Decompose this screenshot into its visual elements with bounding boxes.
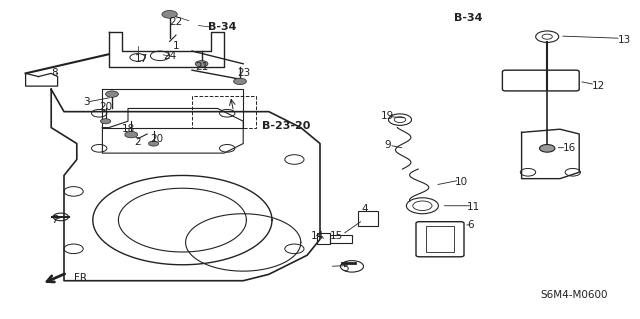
Text: 13: 13	[618, 35, 631, 45]
Text: 19: 19	[381, 111, 394, 122]
Circle shape	[234, 78, 246, 85]
Text: S6M4-M0600: S6M4-M0600	[541, 290, 608, 300]
Circle shape	[195, 61, 208, 67]
Text: 24: 24	[163, 51, 177, 61]
Text: 7: 7	[51, 215, 58, 225]
Text: 6: 6	[467, 220, 474, 230]
Text: 17: 17	[134, 54, 148, 64]
Text: 4: 4	[362, 204, 368, 214]
Text: 2: 2	[134, 137, 141, 147]
Circle shape	[106, 91, 118, 97]
Text: 11: 11	[467, 202, 481, 212]
Text: B-23-20: B-23-20	[262, 121, 311, 131]
Text: 1: 1	[173, 41, 179, 51]
Text: B-34: B-34	[454, 12, 483, 23]
Text: 22: 22	[170, 17, 183, 27]
Circle shape	[540, 145, 555, 152]
Text: 9: 9	[384, 140, 390, 150]
Circle shape	[162, 11, 177, 18]
Text: 15: 15	[330, 231, 343, 241]
Text: 23: 23	[237, 68, 250, 78]
Bar	[358, 211, 378, 226]
Circle shape	[125, 131, 138, 138]
Bar	[192, 96, 256, 128]
Bar	[426, 226, 454, 252]
Text: 8: 8	[51, 68, 58, 78]
Text: FR.: FR.	[74, 272, 90, 283]
Circle shape	[100, 119, 111, 124]
Text: 16: 16	[563, 143, 577, 153]
Text: 10: 10	[454, 177, 468, 187]
Text: 3: 3	[83, 97, 90, 107]
Text: 21: 21	[195, 62, 209, 72]
Text: 18: 18	[122, 124, 135, 134]
Bar	[317, 233, 330, 244]
Text: 5: 5	[342, 263, 349, 273]
Bar	[330, 235, 352, 243]
Text: 20: 20	[150, 134, 164, 144]
Text: 12: 12	[592, 81, 605, 91]
Text: 20: 20	[99, 102, 113, 112]
Text: B-34: B-34	[208, 22, 237, 32]
Text: 14: 14	[310, 231, 324, 241]
Circle shape	[148, 141, 159, 146]
